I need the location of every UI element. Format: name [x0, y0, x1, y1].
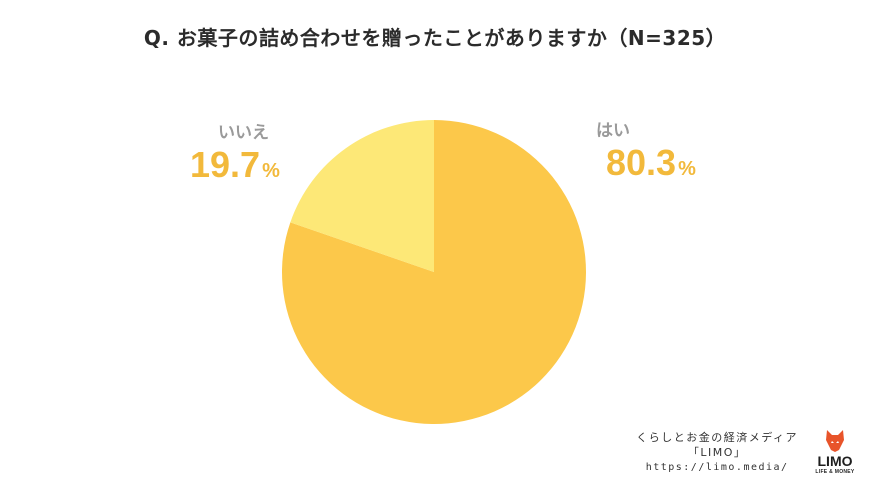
chart-title: Q. お菓子の詰め合わせを贈ったことがありますか（N=325）: [143, 26, 727, 50]
footer-brand: 「LIMO」: [687, 446, 747, 459]
fox-logo-icon: [826, 430, 844, 452]
limo-logo: LIMO LIFE & MONEY: [812, 428, 858, 478]
footer-credit: くらしとお金の経済メディア 「LIMO」 https://limo.media/: [636, 430, 798, 475]
label-no: いいえ: [218, 123, 269, 143]
logo-tagline: LIFE & MONEY: [815, 469, 855, 475]
logo-name: LIMO: [817, 453, 853, 469]
label-yes: はい: [596, 121, 630, 141]
pie-slice-no: [290, 120, 434, 272]
value-yes-unit: %: [678, 158, 696, 180]
footer-tagline: くらしとお金の経済メディア: [636, 431, 798, 444]
value-no: 19.7%: [190, 144, 280, 186]
value-no-unit: %: [262, 160, 280, 182]
value-yes: 80.3%: [606, 142, 696, 184]
value-no-number: 19.7: [190, 144, 261, 185]
footer-url: https://limo.media/: [645, 462, 789, 473]
value-yes-number: 80.3: [606, 142, 677, 183]
